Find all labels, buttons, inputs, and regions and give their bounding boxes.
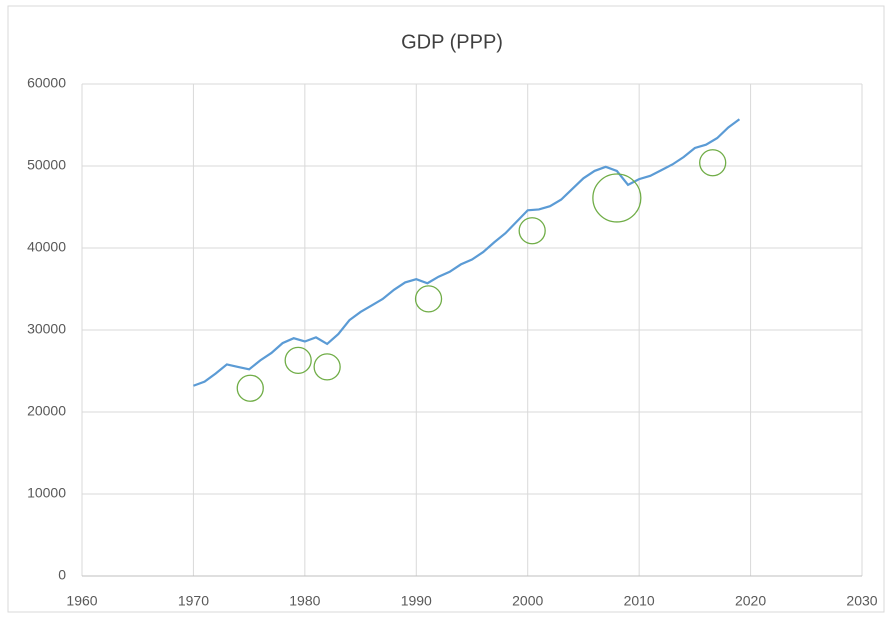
bubble	[699, 149, 727, 177]
x-tick-label: 2000	[512, 593, 543, 609]
y-tick-label: 50000	[27, 157, 66, 173]
y-tick-label: 40000	[27, 239, 66, 255]
x-tick-label: 2030	[846, 593, 877, 609]
line	[193, 118, 741, 387]
x-tick-label: 2020	[735, 593, 766, 609]
bubble	[414, 285, 443, 313]
bubble	[313, 353, 341, 381]
x-tick-label: 1970	[178, 593, 209, 609]
bubble	[518, 217, 546, 245]
chart-frame	[7, 5, 885, 613]
x-tick-label: 2010	[624, 593, 655, 609]
bubble	[592, 173, 642, 223]
chart-title: GDP (PPP)	[401, 31, 503, 53]
y-tick-label: 0	[58, 567, 66, 583]
bubble	[236, 374, 264, 402]
bubble	[284, 346, 312, 374]
x-tick-label: 1980	[289, 593, 320, 609]
y-tick-label: 10000	[27, 485, 66, 501]
x-tick-label: 1960	[66, 593, 97, 609]
y-tick-label: 20000	[27, 403, 66, 419]
y-tick-label: 60000	[27, 75, 66, 91]
y-tick-label: 30000	[27, 321, 66, 337]
x-tick-label: 1990	[401, 593, 432, 609]
